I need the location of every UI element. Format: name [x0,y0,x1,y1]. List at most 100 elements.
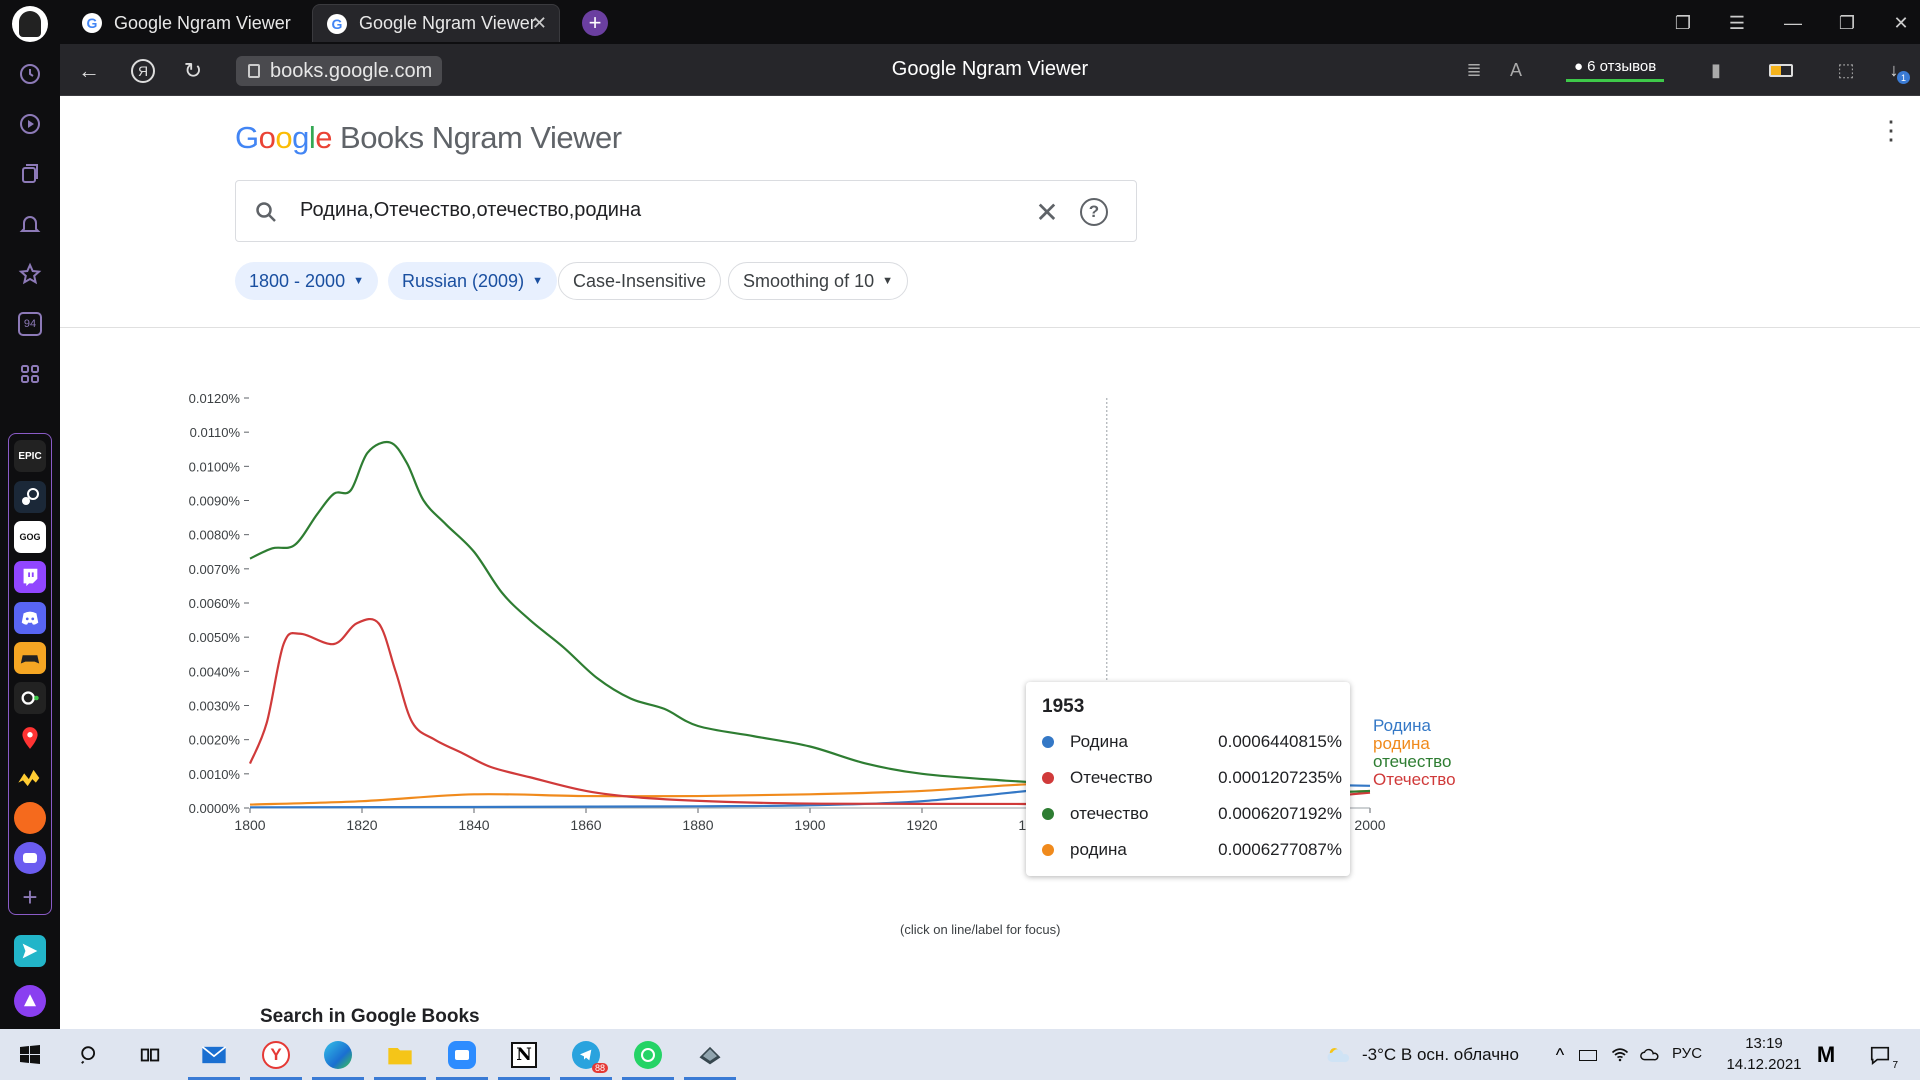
epic-games-icon[interactable]: EPIC [14,440,46,472]
clear-query-icon[interactable]: ✕ [1035,196,1059,228]
year-range-dropdown[interactable]: 1800 - 2000 ▼ [235,262,378,300]
new-tab-button[interactable]: + [582,10,608,36]
series-end-label[interactable]: Отечество [1373,770,1456,789]
smoothing-dropdown[interactable]: Smoothing of 10 ▼ [728,262,908,300]
section-divider [60,327,1920,328]
video-icon[interactable] [14,108,46,140]
tab-title: Google Ngram Viewer [114,12,291,33]
reader-mode-icon[interactable]: ≣ [1466,59,1482,80]
weather-label[interactable]: -3°C В осн. облачно [1362,1045,1519,1064]
ngram-chart[interactable]: 0.0000% 0.0010% 0.0020% 0.0030% 0.0040% 0.005… [60,328,1920,868]
profile-avatar[interactable] [12,6,48,42]
zoom-icon[interactable] [436,1035,488,1080]
alisa-chat-icon[interactable] [14,935,46,967]
discord-icon[interactable] [14,602,46,634]
downloads-icon[interactable]: ↓ 1 [1882,58,1910,84]
series-color-dot [1042,808,1054,820]
mail-app-icon[interactable] [188,1035,240,1080]
x-tick-label: 2000 [1354,817,1385,833]
edge-icon[interactable] [312,1035,364,1080]
wifi-icon[interactable] [1600,1035,1640,1075]
browser-menu-icon[interactable]: ☰ [1728,12,1746,33]
tray-expand-icon[interactable]: ^ [1555,1044,1565,1065]
restore-icon[interactable]: ❐ [1838,12,1856,33]
app-tray-m-icon[interactable]: M [1816,1042,1836,1067]
caret-down-icon: ▼ [353,275,364,287]
chart-tooltip: 1953 Родина 0.0006440815% Отечество 0.00012… [1026,682,1350,876]
logo-letter: o [275,120,293,155]
steam-icon[interactable] [14,481,46,513]
caret-down-icon: ▼ [882,275,893,287]
translate-icon[interactable]: A [1509,59,1522,80]
extensions-icon[interactable]: ⬚ [1837,59,1855,80]
tab-ngram-1[interactable]: G Google Ngram Viewer [68,4,308,42]
y-tick-label: 0.0050% [189,630,241,645]
y-tick-label: 0.0120% [189,391,241,406]
close-tab-icon[interactable]: ✕ [531,13,547,33]
add-app-icon[interactable]: + [22,881,38,912]
query-box: ✕ ? [235,180,1137,242]
messenger-app-icon[interactable] [14,842,46,874]
language-indicator[interactable]: РУС [1672,1045,1703,1062]
x-tick-label: 1820 [346,817,377,833]
tooltip-row: отечество 0.0006207192% [1042,802,1342,826]
task-view-icon[interactable] [130,1035,170,1075]
counter-badge-icon[interactable]: 94 [14,308,46,340]
clock-time[interactable]: 13:19 [1745,1035,1783,1052]
y-tick-label: 0.0040% [189,664,241,679]
collections-icon[interactable] [14,158,46,190]
obs-icon[interactable] [14,682,46,714]
fire-app-icon[interactable] [14,802,46,834]
url-field[interactable]: books.google.com [236,56,443,86]
gog-icon[interactable]: GOG [14,521,46,553]
tab-ngram-2[interactable]: G Google Ngram Viewer ✕ [312,4,560,42]
battery-saver-icon[interactable] [1766,58,1796,82]
yandex-home-icon[interactable]: Я [128,56,158,86]
bookmark-icon[interactable]: ▮ [1711,59,1721,80]
corpus-dropdown[interactable]: Russian (2009) ▼ [388,262,557,300]
onedrive-icon[interactable] [1630,1035,1670,1075]
case-insensitive-toggle[interactable]: Case-Insensitive [558,262,722,300]
x-tick-label: 1840 [458,817,489,833]
whatsapp-icon[interactable] [622,1035,674,1080]
back-icon[interactable]: ← [78,58,100,83]
history-icon[interactable] [14,58,46,90]
gamepad-icon[interactable] [14,642,46,674]
map-pin-icon[interactable] [14,722,46,754]
reviews-button[interactable]: ● 6 отзывов [1566,54,1665,82]
reload-icon[interactable]: ↻ [183,58,203,83]
alice-assistant-icon[interactable] [14,985,46,1017]
query-input[interactable] [300,199,1000,222]
google-favicon-icon: G [327,13,347,34]
x-tick-label: 1900 [794,817,825,833]
series-end-label[interactable]: родина [1373,734,1430,753]
google-books-ngram-logo[interactable]: Google Books Ngram Viewer [235,120,622,156]
tooltip-row: Родина 0.0006440815% [1042,730,1342,754]
weather-cloudy-icon[interactable] [1318,1035,1358,1075]
series-end-label[interactable]: Родина [1373,716,1431,735]
bookmarks-star-icon[interactable] [14,258,46,290]
notifications-icon[interactable] [14,208,46,240]
more-options-icon[interactable]: ⋮ [1878,115,1904,145]
help-icon[interactable]: ? [1080,198,1108,226]
windows-start-icon[interactable] [10,1035,50,1075]
series-end-label[interactable]: отечество [1373,752,1451,771]
notion-icon[interactable]: N [498,1035,550,1080]
series-color-dot [1042,736,1054,748]
taskbar-search-icon[interactable] [70,1035,110,1075]
twitch-icon[interactable] [14,561,46,593]
telegram-icon[interactable]: 88 [560,1035,612,1080]
series-color-dot [1042,844,1054,856]
battery-icon[interactable] [1568,1035,1608,1075]
close-window-icon[interactable]: ✕ [1893,12,1909,33]
steam-taskbar-icon[interactable] [684,1035,736,1080]
apps-grid-icon[interactable] [14,358,46,390]
tabs-panel-icon[interactable]: ❐ [1674,12,1692,33]
minimize-icon[interactable]: — [1784,12,1802,33]
yandex-browser-icon[interactable]: Y [250,1035,302,1080]
notification-center-icon[interactable]: 7 [1860,1035,1900,1075]
yandex-games-icon[interactable] [14,762,46,794]
series-line-отечество[interactable] [249,440,1371,797]
clock-date[interactable]: 14.12.2021 [1726,1056,1802,1073]
file-explorer-icon[interactable] [374,1035,426,1080]
